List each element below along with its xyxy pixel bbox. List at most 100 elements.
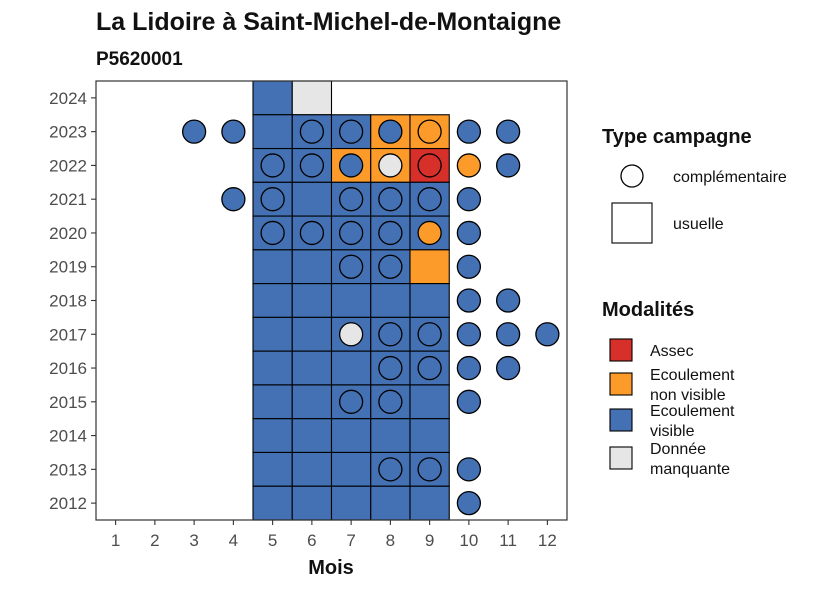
usuelle-tile-2013-5: [252, 451, 293, 487]
complementaire-point-2021-5: [260, 187, 285, 212]
x-tick-label-5: 5: [268, 531, 277, 550]
complementaire-point-2020-5: [260, 220, 285, 246]
usuelle-tile-2018-8: [370, 283, 411, 318]
complementaire-point-2017-7: [338, 322, 364, 347]
y-tick-label-2013: 2013: [49, 460, 87, 479]
complementaire-point-2021-4: [221, 187, 246, 212]
complementaire-point-2022-11: [495, 153, 521, 178]
legend-modalite-label-donnee_manquante-1: manquante: [650, 461, 730, 478]
legend-modalite-label-ecoulement_non_visible-1: non visible: [650, 387, 726, 404]
usuelle-tile-2017-5: [252, 316, 293, 352]
complementaire-point-2013-9: [417, 457, 442, 482]
complementaire-point-2022-6: [299, 153, 325, 178]
legend-type-label-usuelle: usuelle: [673, 216, 724, 233]
x-axis-title: Mois: [308, 557, 354, 579]
complementaire-point-2019-10: [456, 254, 482, 279]
y-tick-label-2021: 2021: [49, 190, 87, 209]
usuelle-tile-2014-7: [330, 418, 372, 454]
usuelle-tile-2014-6: [291, 418, 333, 454]
legend-type-key-usuelle: [611, 202, 653, 244]
complementaire-point-2015-8: [378, 389, 403, 414]
usuelle-tile-2018-6: [291, 283, 333, 318]
complementaire-point-2021-8: [378, 187, 403, 212]
complementaire-point-2020-7: [338, 220, 364, 246]
complementaire-point-2013-10: [456, 457, 482, 482]
y-tick-label-2019: 2019: [49, 258, 87, 277]
x-axis: 1 2 3 4 5 6 7 8 9 10 11 12: [111, 520, 557, 550]
y-tick-label-2024: 2024: [49, 89, 87, 108]
complementaire-point-2020-8: [378, 220, 403, 246]
complementaire-point-2021-10: [456, 187, 482, 212]
usuelle-tile-2021-6: [291, 181, 333, 217]
x-tick-label-10: 10: [459, 531, 478, 550]
complementaire-point-2023-3: [181, 119, 207, 144]
legend-modalite-label-assec-0: Assec: [650, 343, 694, 360]
plot-area: [95, 80, 568, 521]
complementaire-point-2022-10: [456, 153, 482, 178]
usuelle-tile-2012-6: [291, 485, 333, 521]
usuelle-tile-2019-5: [252, 249, 293, 285]
usuelle-tile-2019-6: [291, 249, 333, 285]
x-tick-label-1: 1: [111, 531, 120, 550]
y-tick-label-2018: 2018: [49, 292, 87, 311]
y-tick-label-2023: 2023: [49, 123, 87, 142]
legend-modalite-label-ecoulement_visible-0: Ecoulement: [650, 403, 735, 420]
complementaire-point-2016-8: [378, 355, 403, 381]
usuelle-tile-2012-5: [252, 485, 293, 521]
y-tick-label-2012: 2012: [49, 494, 87, 513]
complementaire-point-2021-7: [338, 187, 364, 212]
complementaire-point-2023-9: [417, 119, 442, 144]
legend-modalite-key-ecoulement_non_visible: [609, 372, 633, 396]
complementaire-point-2020-10: [456, 220, 482, 246]
complementaire-point-2018-10: [456, 288, 482, 313]
complementaire-point-2017-10: [456, 322, 482, 347]
complementaire-point-2015-7: [338, 389, 364, 414]
complementaire-point-2013-8: [378, 457, 403, 482]
complementaire-point-2018-11: [495, 288, 521, 313]
legend-modalite-label-donnee_manquante-0: Donnée: [650, 441, 706, 458]
legend-type-label-complementaire: complémentaire: [673, 169, 787, 186]
usuelle-tile-2016-5: [252, 350, 293, 386]
complementaire-point-2023-6: [299, 119, 325, 144]
usuelle-tile-2013-6: [291, 451, 333, 487]
y-tick-label-2022: 2022: [49, 156, 87, 175]
y-tick-label-2017: 2017: [49, 325, 87, 344]
complementaire-point-2016-11: [495, 355, 521, 381]
complementaire-point-2020-6: [299, 220, 325, 246]
usuelle-tile-2024-6: [291, 80, 333, 116]
usuelle-tile-2014-8: [370, 418, 411, 454]
complementaire-point-2019-8: [378, 254, 403, 279]
legend-type-title: Type campagne: [602, 126, 752, 148]
x-tick-label-4: 4: [229, 531, 238, 550]
x-tick-label-11: 11: [499, 531, 517, 550]
complementaire-point-2017-9: [417, 322, 442, 347]
usuelle-tile-2018-9: [409, 283, 450, 318]
usuelle-tile-2015-6: [291, 384, 333, 420]
complementaire-point-2012-10: [456, 490, 482, 516]
legend-modalite-key-ecoulement_visible: [609, 408, 633, 432]
usuelle-tile-2012-9: [409, 485, 450, 521]
x-tick-label-7: 7: [346, 531, 355, 550]
legend-modalite-key-donnee_manquante: [609, 446, 633, 470]
y-tick-label-2020: 2020: [49, 224, 87, 243]
y-axis: 2012 2013 2014 2015 2016 2017 2018 2019 2020 2021…: [49, 89, 96, 513]
complementaire-point-2016-9: [417, 355, 442, 381]
complementaire-point-2023-11: [495, 119, 521, 144]
complementaire-point-2022-7: [338, 153, 364, 178]
legend-modalite-label-ecoulement_visible-1: visible: [650, 423, 695, 440]
complementaire-point-2023-4: [221, 119, 246, 144]
usuelle-tile-2012-8: [370, 485, 411, 521]
x-tick-label-2: 2: [150, 531, 159, 550]
usuelle-tiles: [252, 80, 450, 521]
usuelle-tile-2018-7: [330, 283, 372, 318]
usuelle-tile-2019-9: [409, 249, 450, 285]
complementaire-point-2019-7: [338, 254, 364, 279]
x-tick-label-12: 12: [538, 531, 557, 550]
complementaire-points: [181, 119, 560, 516]
complementaire-point-2023-7: [338, 119, 364, 144]
complementaire-point-2017-8: [378, 322, 403, 347]
complementaire-point-2022-8: [378, 153, 403, 178]
usuelle-tile-2014-9: [409, 418, 450, 454]
